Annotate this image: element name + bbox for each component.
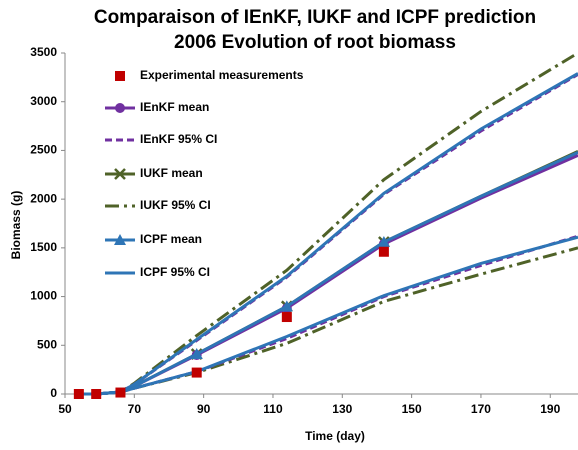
marker xyxy=(114,234,126,245)
series-line xyxy=(78,51,578,396)
legend-label: IUKF 95% CI xyxy=(140,198,211,212)
x-tick-label: 70 xyxy=(128,402,142,416)
y-tick-label: 2500 xyxy=(30,143,57,157)
marker xyxy=(115,103,125,113)
y-tick-label: 1500 xyxy=(30,240,57,254)
y-tick-label: 2000 xyxy=(30,191,57,205)
marker xyxy=(280,300,293,312)
x-tick-label: 170 xyxy=(471,402,491,416)
marker xyxy=(377,236,390,248)
legend-label: Experimental measurements xyxy=(140,68,304,82)
y-tick-label: 500 xyxy=(37,337,57,351)
marker xyxy=(191,367,202,378)
y-axis-label: Biomass (g) xyxy=(9,191,23,260)
marker xyxy=(73,389,84,399)
x-tick-label: 110 xyxy=(263,402,283,416)
x-tick-label: 130 xyxy=(332,402,352,416)
marker xyxy=(114,168,126,180)
chart-title: 2006 Evolution of root biomass xyxy=(174,32,456,53)
marker xyxy=(378,246,389,257)
x-axis-label: Time (day) xyxy=(305,429,365,443)
legend-label: IEnKF mean xyxy=(140,100,209,114)
legend-label: ICPF 95% CI xyxy=(140,265,210,279)
y-tick-label: 0 xyxy=(50,386,57,400)
marker xyxy=(115,387,126,398)
marker xyxy=(281,312,292,323)
x-tick-label: 190 xyxy=(540,402,560,416)
x-tick-label: 90 xyxy=(197,402,211,416)
legend-label: IUKF mean xyxy=(140,166,203,180)
legend-label: ICPF mean xyxy=(140,232,202,246)
y-tick-label: 1000 xyxy=(30,289,57,303)
y-tick-label: 3000 xyxy=(30,94,57,108)
x-tick-label: 150 xyxy=(402,402,422,416)
chart-title: Comparaison of IEnKF, IUKF and ICPF pred… xyxy=(94,7,536,28)
marker xyxy=(91,389,102,399)
marker xyxy=(115,71,125,81)
marker xyxy=(190,348,203,360)
y-tick-label: 3500 xyxy=(30,45,57,59)
legend-label: IEnKF 95% CI xyxy=(140,132,217,146)
x-tick-label: 50 xyxy=(58,402,72,416)
